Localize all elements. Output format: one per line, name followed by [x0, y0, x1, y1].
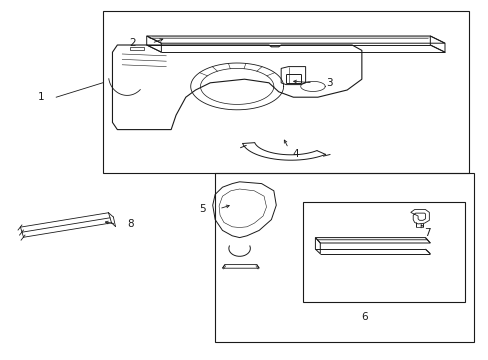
Text: 4: 4	[292, 149, 299, 159]
Text: 6: 6	[360, 312, 367, 322]
Text: 2: 2	[129, 38, 136, 48]
Text: 7: 7	[424, 228, 430, 238]
Text: 3: 3	[326, 78, 333, 88]
Text: 5: 5	[198, 204, 205, 214]
Text: 8: 8	[127, 219, 134, 229]
Text: 1: 1	[38, 92, 45, 102]
